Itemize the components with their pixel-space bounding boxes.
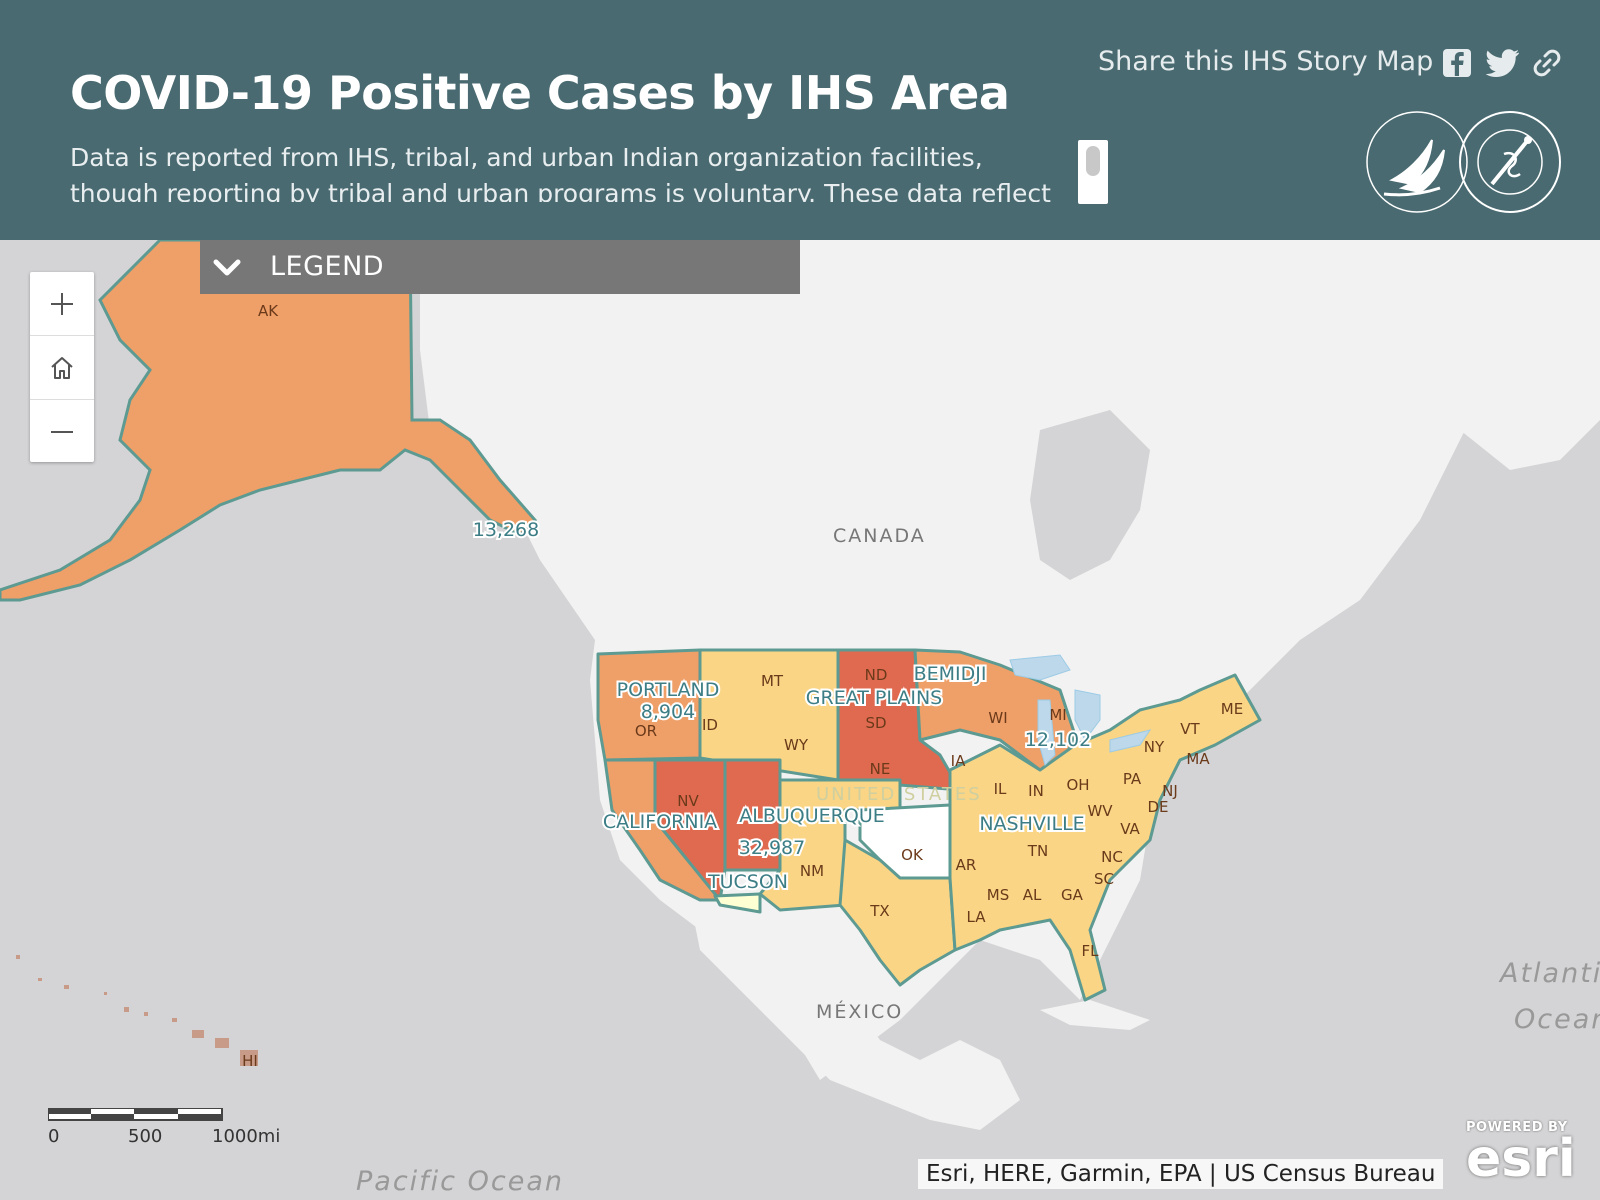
- label-united-states: UNITED STATES: [816, 784, 982, 805]
- state-label-oh: OH: [1066, 776, 1089, 794]
- zoom-in-icon: [51, 292, 73, 315]
- area-label-albuquerque: ALBUQUERQUE: [739, 805, 884, 827]
- area-label-nashville: NASHVILLE: [979, 813, 1084, 835]
- area-label-portland-cases: 8,904: [641, 701, 695, 723]
- area-label-california: CALIFORNIA: [603, 811, 717, 833]
- area-hawaii[interactable]: [16, 955, 258, 1066]
- area-label-great-plains: GREAT PLAINS: [806, 687, 942, 709]
- map-description: Data is reported from IHS, tribal, and u…: [70, 143, 1051, 202]
- state-label-sd: SD: [865, 714, 886, 732]
- chevron-down-icon: [212, 252, 242, 286]
- label-atlantic: Atlanti: [1498, 958, 1600, 989]
- area-label-bemidji-cases: 12,102: [1025, 729, 1091, 751]
- state-label-wi: WI: [988, 709, 1007, 727]
- hhs-seal-logo: [1366, 111, 1468, 213]
- cuba: [1040, 1000, 1150, 1030]
- state-label-in: IN: [1028, 782, 1044, 800]
- scale-label-0: 0: [48, 1126, 60, 1147]
- map-attribution[interactable]: Esri, HERE, Garmin, EPA | US Census Bure…: [918, 1159, 1444, 1189]
- state-label-ga: GA: [1061, 886, 1084, 904]
- scale-label-1000mi: 1000mi: [212, 1126, 281, 1147]
- great-lakes: [1009, 654, 1152, 766]
- legend-toggle[interactable]: LEGEND: [200, 240, 800, 294]
- state-label-de: DE: [1147, 798, 1168, 816]
- map-canvas[interactable]: CANADA UNITED STATES MÉXICO Pacific Ocea…: [0, 240, 1600, 1200]
- state-label-pa: PA: [1123, 770, 1142, 788]
- area-texas[interactable]: [838, 838, 957, 987]
- state-label-il: IL: [994, 780, 1007, 798]
- zoom-in-button[interactable]: [30, 272, 94, 335]
- greenland: [1360, 240, 1600, 470]
- twitter-icon[interactable]: [1485, 48, 1520, 82]
- state-label-ar: AR: [956, 856, 977, 874]
- state-label-nj: NJ: [1162, 782, 1178, 800]
- scale-label-500: 500: [128, 1126, 163, 1147]
- scale-bar: [48, 1108, 223, 1121]
- state-label-id: ID: [702, 716, 718, 734]
- legend-label: LEGEND: [270, 251, 385, 282]
- area-phoenix[interactable]: [653, 758, 727, 902]
- state-label-nc: NC: [1101, 848, 1123, 866]
- state-label-mt: MT: [761, 672, 784, 690]
- hudson-bay: [1030, 410, 1150, 580]
- state-label-ma: MA: [1186, 750, 1210, 768]
- area-tucson[interactable]: [713, 892, 762, 914]
- state-label-ne: NE: [870, 760, 891, 778]
- state-label-mi: MI: [1049, 706, 1066, 724]
- state-label-nv: NV: [677, 792, 699, 810]
- facebook-icon[interactable]: [1442, 48, 1472, 82]
- share-label: Share this IHS Story Map: [1098, 46, 1434, 77]
- state-label-va: VA: [1120, 820, 1140, 838]
- label-mexico: MÉXICO: [816, 1000, 903, 1023]
- state-label-hi: HI: [242, 1052, 258, 1070]
- area-label-alaska-cases: 13,268: [473, 519, 539, 541]
- area-label-portland: PORTLAND: [617, 679, 720, 701]
- home-icon: [51, 356, 73, 379]
- description-scrollbar[interactable]: [1078, 140, 1108, 204]
- state-label-ms: MS: [987, 886, 1009, 904]
- esri-wordmark: esri: [1466, 1129, 1576, 1189]
- home-button[interactable]: [30, 336, 94, 399]
- ihs-seal-logo: [1459, 111, 1561, 213]
- state-label-tn: TN: [1027, 842, 1048, 860]
- page-title: COVID-19 Positive Cases by IHS Area: [70, 66, 1010, 120]
- state-label-ia: IA: [951, 752, 966, 770]
- zoom-out-icon: [51, 430, 73, 433]
- scrollbar-thumb[interactable]: [1086, 146, 1100, 176]
- state-label-vt: VT: [1180, 720, 1200, 738]
- label-canada: CANADA: [833, 525, 926, 547]
- esri-logo[interactable]: POWERED BY esri: [1466, 1120, 1576, 1189]
- state-label-ak: AK: [258, 302, 279, 320]
- label-pacific-ocean: Pacific Ocean: [356, 1166, 564, 1197]
- state-label-sc: SC: [1094, 870, 1114, 888]
- area-label-bemidji: BEMIDJI: [914, 663, 987, 685]
- powered-by-label: POWERED BY: [1466, 1120, 1568, 1135]
- state-label-or: OR: [635, 722, 657, 740]
- state-label-fl: FL: [1082, 942, 1100, 960]
- zoom-out-button[interactable]: [30, 400, 94, 463]
- area-nashville[interactable]: [948, 673, 1262, 1002]
- state-label-wv: WV: [1087, 802, 1113, 820]
- link-icon[interactable]: [1532, 48, 1562, 82]
- zoom-controls: [30, 272, 94, 462]
- mexico-land: [690, 900, 1020, 1130]
- state-label-tx: TX: [869, 902, 889, 920]
- area-alaska[interactable]: [0, 240, 538, 602]
- state-label-me: ME: [1221, 700, 1243, 718]
- state-label-wy: WY: [784, 736, 809, 754]
- state-label-la: LA: [967, 908, 987, 926]
- state-label-ny: NY: [1144, 738, 1165, 756]
- area-label-navajo-cases: 32,987: [739, 837, 805, 859]
- state-label-nm: NM: [800, 862, 824, 880]
- state-label-nd: ND: [865, 666, 888, 684]
- area-label-tucson: TUCSON: [707, 871, 788, 893]
- header: COVID-19 Positive Cases by IHS Area Data…: [0, 0, 1600, 240]
- state-label-ok: OK: [901, 846, 924, 864]
- agency-logos: [1362, 110, 1562, 224]
- state-label-al: AL: [1023, 886, 1042, 904]
- ihs-areas: [596, 648, 1262, 1002]
- label-atlantic-ocean: Ocean: [1514, 1004, 1600, 1035]
